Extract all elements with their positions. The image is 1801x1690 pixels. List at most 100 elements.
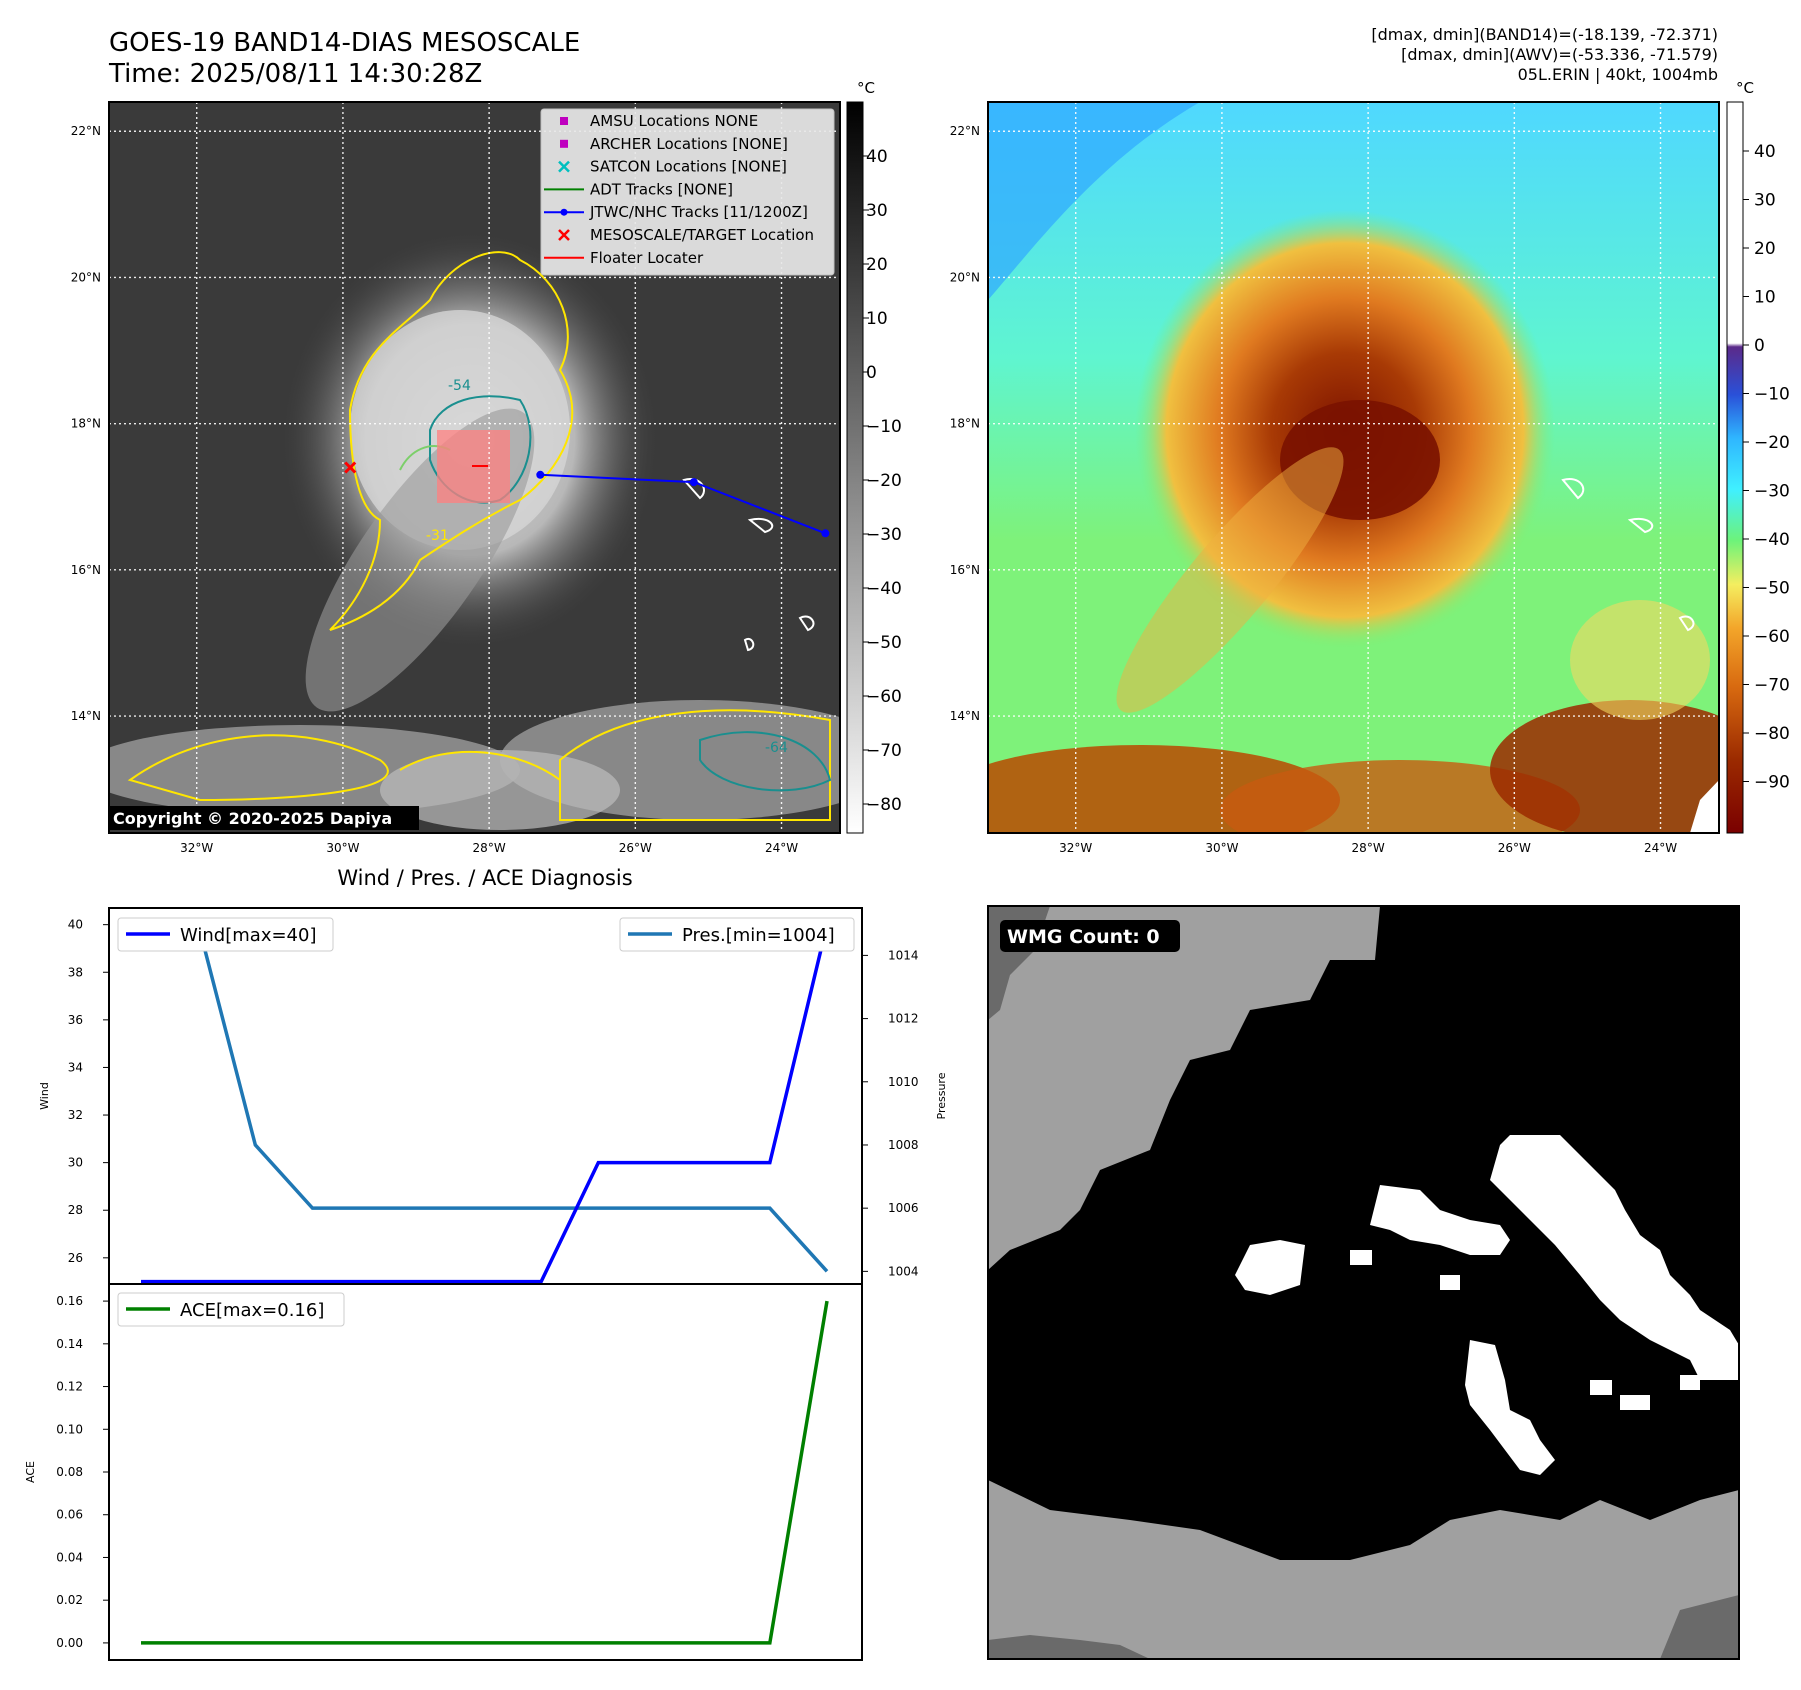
y-tick-label: 1008 — [888, 1138, 919, 1152]
dmax-band14: [dmax, dmin](BAND14)=(-18.139, -72.371) — [1371, 25, 1718, 44]
pressure-legend-label: Pres.[min=1004] — [682, 925, 835, 946]
y-tick-label: 1010 — [888, 1075, 919, 1089]
y-tick-label: 0.16 — [56, 1294, 83, 1308]
lat-label-R: 22°N — [950, 124, 980, 138]
legend-label: SATCON Locations [NONE] — [590, 158, 787, 176]
gray-colorbar-tick: −10 — [866, 417, 902, 437]
dmax-awv: [dmax, dmin](AWV)=(-53.336, -71.579) — [1401, 45, 1718, 64]
ace-legend-label: ACE[max=0.16] — [180, 1300, 324, 1321]
lat-label-R: 16°N — [950, 563, 980, 577]
legend-item: MESOSCALE/TARGET Location — [558, 226, 814, 244]
pressure-series-line — [141, 922, 829, 1273]
gray-colorbar-tick: 40 — [866, 147, 888, 167]
legend-label: AMSU Locations NONE — [590, 112, 758, 130]
lat-label-L: 16°N — [71, 563, 101, 577]
y-tick-label: 0.00 — [56, 1636, 83, 1650]
legend-label: JTWC/NHC Tracks [11/1200Z] — [589, 203, 808, 221]
lon-label-L: 24°W — [765, 841, 798, 855]
figure-title: GOES-19 BAND14-DIAS MESOSCALE — [109, 28, 580, 58]
y-tick-label: 0.02 — [56, 1593, 83, 1607]
lat-label-L: 18°N — [71, 417, 101, 431]
y-tick-label: 0.10 — [56, 1422, 83, 1436]
gray-colorbar-tick: −60 — [866, 687, 902, 707]
copyright: Copyright © 2020-2025 Dapiya — [113, 809, 392, 828]
color-colorbar-tick: −60 — [1754, 627, 1790, 647]
gray-colorbar-tick: −70 — [866, 741, 902, 761]
lon-label-R: 24°W — [1644, 841, 1677, 855]
y-tick-label: 0.14 — [56, 1337, 83, 1351]
y-tick-label: 30 — [68, 1156, 83, 1170]
y-tick-label: 32 — [68, 1108, 83, 1122]
wmg-panel: WMG Count: 0 — [987, 905, 1740, 1660]
lat-label-L: 22°N — [71, 124, 101, 138]
lat-label-L: 20°N — [71, 270, 101, 284]
color-colorbar-tick: 20 — [1754, 239, 1776, 259]
legend-item: JTWC/NHC Tracks [11/1200Z] — [544, 203, 808, 221]
ir-color-map — [987, 101, 1720, 834]
contour-label-64: -64 — [765, 740, 788, 756]
gray-colorbar-tick: 20 — [866, 255, 888, 275]
color-colorbar-tick: −90 — [1754, 773, 1790, 793]
lon-label-R: 26°W — [1498, 841, 1531, 855]
y-tick-label: 34 — [68, 1060, 83, 1074]
y-tick-label: 38 — [68, 965, 83, 979]
gray-colorbar-tick: −40 — [866, 579, 902, 599]
legend-label: ARCHER Locations [NONE] — [590, 135, 788, 153]
ir-gray-map: -31 -54 -64 Copyright © 2020-2025 Dapiya… — [108, 101, 841, 834]
target-x-mark — [344, 461, 357, 474]
y-tick-label: 0.12 — [56, 1380, 83, 1394]
track-point — [536, 470, 545, 479]
lon-label-L: 32°W — [180, 841, 213, 855]
color-colorbar-tick: −80 — [1754, 724, 1790, 744]
track-point — [821, 529, 830, 538]
gray-colorbar-tick: −80 — [866, 795, 902, 815]
color-colorbar-tick: −20 — [1754, 433, 1790, 453]
map-legend: AMSU Locations NONE ARCHER Locations [NON… — [540, 108, 835, 276]
contour-label-54: -54 — [448, 378, 471, 394]
gray-colorbar: °C 40 30 20 10 0 −10 −20 −30 −40 −50 −60 −70 −80 — [846, 79, 902, 834]
gray-colorbar-tick: −50 — [866, 633, 902, 653]
y-tick-label: 0.06 — [56, 1508, 83, 1522]
legend-item: Floater Locater — [544, 249, 704, 267]
wind-axis-label: Wind — [38, 1082, 51, 1110]
lon-label-L: 28°W — [473, 841, 506, 855]
y-tick-label: 40 — [68, 918, 83, 932]
y-tick-label: 36 — [68, 1013, 83, 1027]
ace-chart: 0.16 0.14 0.12 0.10 0.08 0.06 0.04 0.02 0.00 ACE… — [24, 1283, 863, 1661]
color-colorbar-tick: 0 — [1754, 336, 1765, 356]
color-colorbar-tick: −50 — [1754, 579, 1790, 599]
pressure-legend: Pres.[min=1004] — [619, 917, 855, 952]
lon-label-L: 30°W — [326, 841, 359, 855]
legend-label: ADT Tracks [NONE] — [590, 180, 733, 198]
gray-colorbar-tick: 0 — [866, 363, 877, 383]
contour-label-31: -31 — [426, 528, 449, 544]
y-tick-label: 1004 — [888, 1264, 919, 1278]
lat-label-R: 18°N — [950, 417, 980, 431]
color-colorbar: °C 40 30 20 10 0 −10 −20 −30 −40 −50 −60 −70 −80 −90 — [1726, 79, 1790, 834]
lat-label-R: 14°N — [950, 709, 980, 723]
color-colorbar-tick: 30 — [1754, 191, 1776, 211]
diagnosis-title: Wind / Pres. / ACE Diagnosis — [337, 866, 632, 890]
lon-label-L: 26°W — [619, 841, 652, 855]
legend-item: ADT Tracks [NONE] — [544, 180, 733, 198]
ace-legend: ACE[max=0.16] — [117, 1292, 345, 1327]
wind-pressure-chart: 40 38 36 34 32 30 28 26 1014 1012 1010 1008 1006 100… — [38, 907, 948, 1285]
lat-label-R: 20°N — [950, 270, 980, 284]
gray-colorbar-tick: 30 — [866, 201, 888, 221]
ace-series-line — [141, 1300, 829, 1645]
y-tick-label: 26 — [68, 1251, 83, 1265]
wind-legend: Wind[max=40] — [117, 917, 334, 952]
legend-label: MESOSCALE/TARGET Location — [590, 226, 814, 244]
color-colorbar-tick: −40 — [1754, 530, 1790, 550]
y-tick-label: 0.04 — [56, 1550, 83, 1564]
legend-item: SATCON Locations [NONE] — [558, 158, 787, 176]
lon-label-R: 30°W — [1205, 841, 1238, 855]
gray-colorbar-unit: °C — [857, 79, 875, 97]
y-tick-label: 0.08 — [56, 1465, 83, 1479]
color-colorbar-tick: −70 — [1754, 676, 1790, 696]
legend-item: AMSU Locations NONE — [560, 112, 758, 130]
color-colorbar-tick: −30 — [1754, 482, 1790, 502]
color-colorbar-tick: −10 — [1754, 385, 1790, 405]
lon-label-R: 32°W — [1059, 841, 1092, 855]
